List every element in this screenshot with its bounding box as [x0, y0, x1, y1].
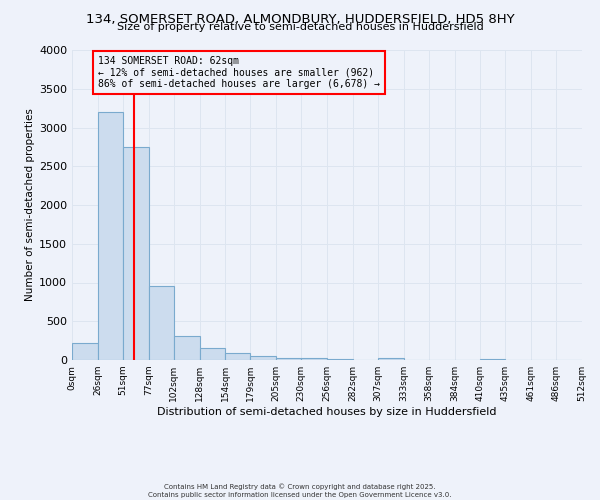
Bar — [250, 356, 276, 360]
Bar — [173, 336, 199, 360]
Bar — [378, 358, 404, 360]
Y-axis label: Number of semi-detached properties: Number of semi-detached properties — [25, 108, 35, 302]
Bar — [276, 358, 301, 360]
Bar — [481, 359, 505, 360]
Text: 134 SOMERSET ROAD: 62sqm
← 12% of semi-detached houses are smaller (962)
86% of : 134 SOMERSET ROAD: 62sqm ← 12% of semi-d… — [98, 56, 380, 90]
Bar — [72, 343, 98, 360]
Bar — [226, 353, 250, 360]
Bar — [327, 359, 353, 360]
Text: Size of property relative to semi-detached houses in Huddersfield: Size of property relative to semi-detach… — [116, 22, 484, 32]
Text: Contains HM Land Registry data © Crown copyright and database right 2025.
Contai: Contains HM Land Registry data © Crown c… — [148, 484, 452, 498]
Bar — [98, 112, 123, 360]
Bar — [149, 286, 173, 360]
Bar — [301, 358, 327, 360]
Bar — [199, 348, 226, 360]
Bar — [123, 147, 149, 360]
X-axis label: Distribution of semi-detached houses by size in Huddersfield: Distribution of semi-detached houses by … — [157, 407, 497, 417]
Text: 134, SOMERSET ROAD, ALMONDBURY, HUDDERSFIELD, HD5 8HY: 134, SOMERSET ROAD, ALMONDBURY, HUDDERSF… — [86, 12, 514, 26]
